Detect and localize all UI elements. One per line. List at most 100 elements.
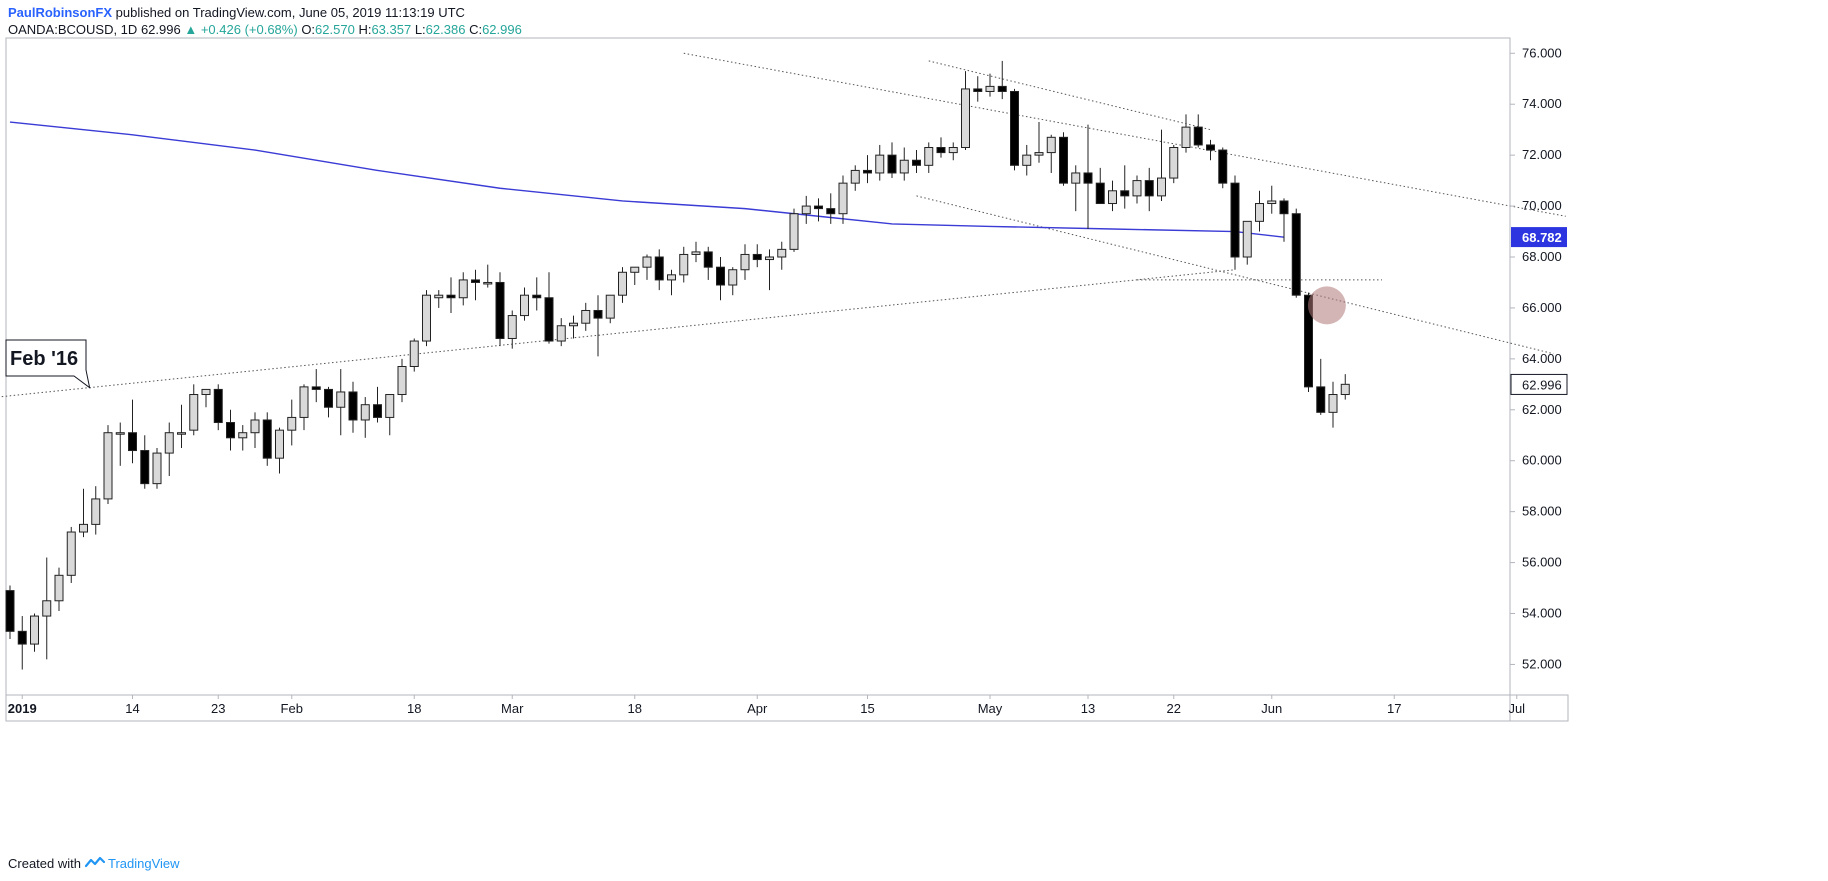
candle-8 xyxy=(103,425,113,505)
candle-body xyxy=(936,147,946,154)
candle-51 xyxy=(630,266,640,286)
candle-body xyxy=(716,266,725,286)
candle-body xyxy=(605,294,615,319)
candle-body xyxy=(1157,177,1166,197)
x-tick-label: 17 xyxy=(1387,701,1401,716)
y-tick-label: 52.000 xyxy=(1522,656,1562,671)
candle-29 xyxy=(360,397,370,438)
candle-body xyxy=(1144,180,1154,197)
candle-50 xyxy=(618,267,627,303)
candle-body xyxy=(226,422,235,439)
candle-107 xyxy=(1316,358,1326,415)
candle-body xyxy=(1046,136,1056,154)
candle-body xyxy=(17,630,27,645)
candle-body xyxy=(826,208,836,215)
candle-body xyxy=(1120,190,1130,197)
candle-body xyxy=(1206,144,1215,151)
candle-94 xyxy=(1157,129,1166,201)
candle-body xyxy=(1071,172,1081,184)
candle-body xyxy=(1108,190,1117,205)
author-name[interactable]: PaulRobinsonFX xyxy=(8,5,112,20)
price-change: +0.426 (+0.68%) xyxy=(200,22,298,37)
candle-body xyxy=(948,147,958,154)
candle-body xyxy=(814,205,823,210)
x-tick-label: May xyxy=(978,701,1003,716)
candle-body xyxy=(1034,152,1044,156)
x-tick-label: Feb xyxy=(281,701,303,716)
candle-body xyxy=(985,85,995,92)
candle-83 xyxy=(1022,144,1032,176)
candle-26 xyxy=(324,386,333,418)
close-label: C: xyxy=(469,22,483,37)
candle-body xyxy=(765,256,774,261)
candle-body xyxy=(471,279,480,283)
y-tick-label: 68.000 xyxy=(1522,249,1562,264)
target-circle xyxy=(1307,286,1346,325)
candle-body xyxy=(740,253,750,271)
candle-53 xyxy=(654,249,664,291)
candle-body xyxy=(961,88,970,148)
tradingview-brand[interactable]: TradingView xyxy=(108,856,180,871)
open-value: 62.570 xyxy=(315,22,355,37)
x-tick-label: 13 xyxy=(1081,701,1095,716)
x-tick-label: Jul xyxy=(1508,701,1525,716)
candle-101 xyxy=(1242,220,1252,265)
candle-56 xyxy=(691,241,701,263)
price-badges: 68.782 62.996 xyxy=(1510,227,1568,395)
candle-body xyxy=(1279,200,1289,215)
candle-65 xyxy=(801,195,811,224)
candle-body xyxy=(91,498,101,525)
ma-price-text: 68.782 xyxy=(1522,230,1562,245)
candle-98 xyxy=(1206,139,1215,161)
candle-28 xyxy=(348,381,358,433)
published-info: published on TradingView.com, June 05, 2… xyxy=(115,5,465,20)
candle-body xyxy=(1230,182,1240,258)
candle-body xyxy=(1291,213,1301,296)
candle-52 xyxy=(642,254,652,280)
candle-body xyxy=(863,169,872,174)
candle-body xyxy=(703,251,713,268)
candle-body xyxy=(1095,182,1105,205)
candle-63 xyxy=(777,241,787,270)
candle-103 xyxy=(1267,185,1277,214)
candle-body xyxy=(434,294,444,299)
candle-body xyxy=(618,271,627,296)
candle-body xyxy=(520,294,529,317)
x-tick-label: Mar xyxy=(501,701,524,716)
candle-body xyxy=(385,394,395,418)
candle-91 xyxy=(1120,165,1130,209)
candle-body xyxy=(152,452,162,485)
candle-body xyxy=(409,340,419,367)
candle-body xyxy=(103,432,113,500)
callout-box xyxy=(5,339,91,389)
candle-82 xyxy=(1010,88,1019,171)
change-arrow-icon: ▲ xyxy=(184,22,198,37)
y-tick-label: 56.000 xyxy=(1522,555,1562,570)
candle-body xyxy=(581,309,591,324)
candle-72 xyxy=(887,142,897,179)
candle-54 xyxy=(667,269,676,296)
candle-body xyxy=(777,248,787,258)
candle-body xyxy=(1193,126,1203,146)
candle-66 xyxy=(814,198,823,222)
candle-104 xyxy=(1279,198,1289,242)
candle-1 xyxy=(17,616,27,670)
candle-body xyxy=(1340,383,1350,396)
candle-32 xyxy=(397,358,407,403)
tradingview-logo-icon xyxy=(84,856,105,871)
candle-78 xyxy=(961,71,970,151)
x-tick-label: Jun xyxy=(1261,701,1282,716)
candle-86 xyxy=(1059,132,1068,186)
candle-body xyxy=(213,388,223,424)
candle-body xyxy=(630,266,640,273)
callout-text: Feb '16 xyxy=(10,348,78,370)
candle-body xyxy=(728,269,738,286)
candle-59 xyxy=(728,267,738,296)
y-tick-label: 72.000 xyxy=(1522,147,1562,162)
candle-body xyxy=(887,154,897,174)
candle-body xyxy=(838,182,848,215)
candle-12 xyxy=(152,447,162,489)
trendlines xyxy=(0,52,1566,398)
candle-30 xyxy=(373,386,382,423)
